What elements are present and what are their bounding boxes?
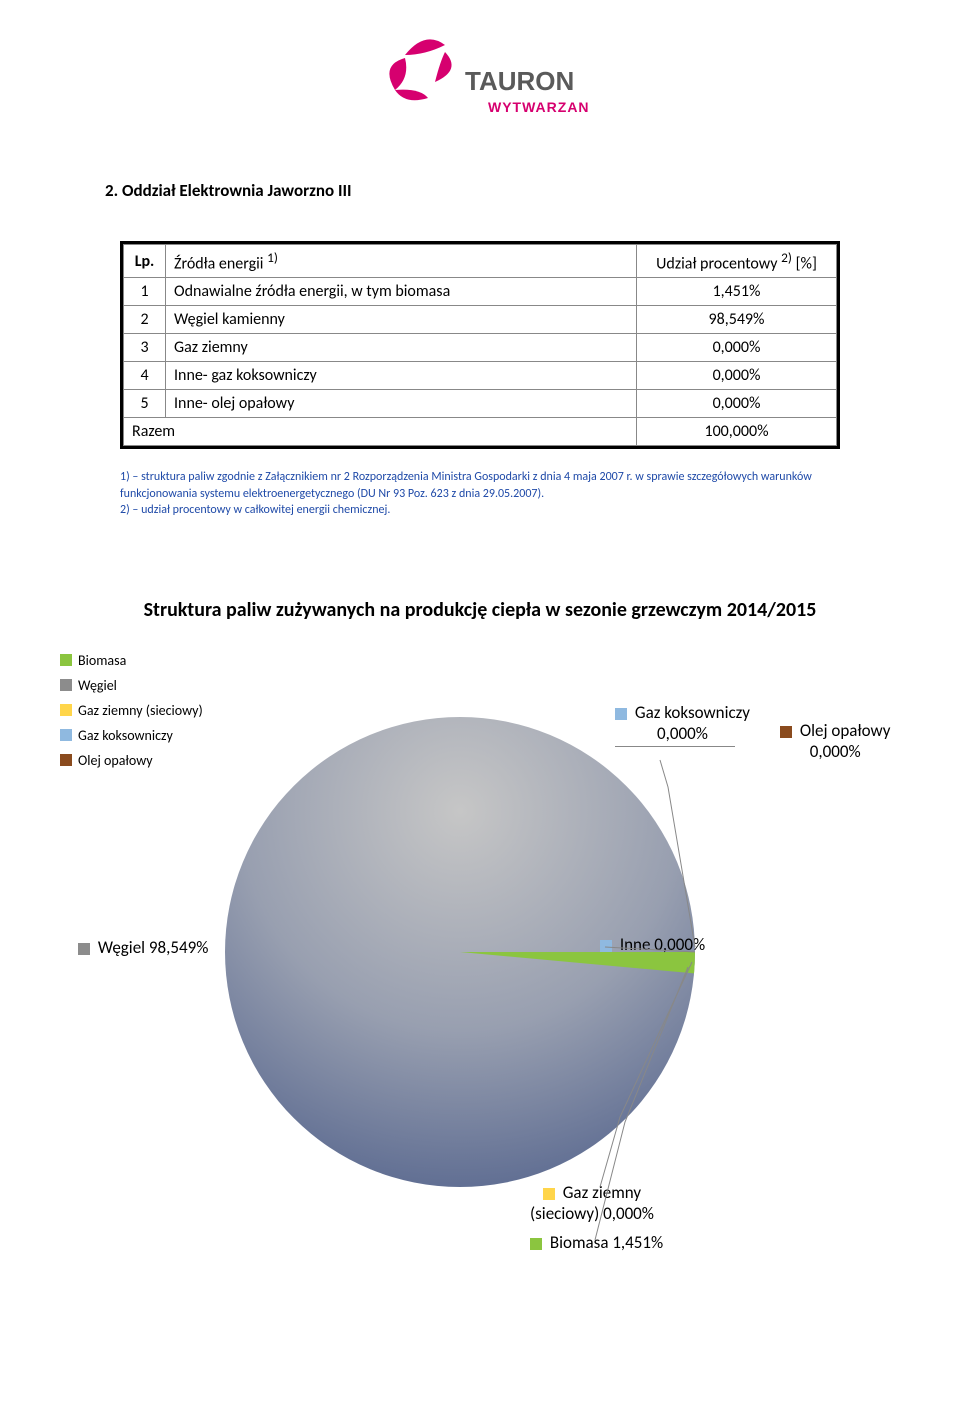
gaz-koks-icon	[615, 708, 627, 720]
cell-lp: 1	[124, 278, 166, 306]
cell-lp: 2	[124, 306, 166, 334]
inne-icon	[600, 940, 612, 952]
chart-title: Struktura paliw zużywanych na produkcję …	[100, 598, 860, 622]
cell-pct: 0,000%	[637, 362, 837, 390]
header-pct-unit: [%]	[796, 254, 817, 273]
olej-icon	[780, 726, 792, 738]
cell-src: Inne- gaz koksowniczy	[166, 362, 637, 390]
legend-label: Gaz koksowniczy	[78, 727, 173, 744]
tauron-logo: TAURON WYTWARZANIE	[370, 30, 590, 130]
cell-pct: 98,549%	[637, 306, 837, 334]
table-row: 3Gaz ziemny0,000%	[124, 334, 837, 362]
callout-biomasa: Biomasa 1,451%	[530, 1232, 663, 1253]
callout-olej: Olej opałowy 0,000%	[780, 720, 890, 762]
legend-label: Olej opałowy	[78, 752, 153, 769]
callout-inne-label: Inne 0,000%	[620, 934, 705, 955]
table-row: 5Inne- olej opałowy0,000%	[124, 390, 837, 418]
legend-swatch	[60, 704, 72, 716]
callout-wegiel-label: Węgiel 98,549%	[98, 937, 209, 958]
legend-swatch	[60, 654, 72, 666]
cell-lp: 4	[124, 362, 166, 390]
header-src: Źródła energii 1)	[166, 245, 637, 278]
cell-src: Gaz ziemny	[166, 334, 637, 362]
legend-item: Olej opałowy	[60, 752, 203, 769]
legend-item: Gaz ziemny (sieciowy)	[60, 702, 203, 719]
section-title: 2. Oddział Elektrownia Jaworzno III	[105, 180, 900, 201]
callout-inne: Inne 0,000%	[600, 934, 705, 955]
header-pct-text: Udział procentowy	[656, 254, 777, 273]
cell-total-label: Razem	[124, 418, 637, 446]
cell-pct: 0,000%	[637, 334, 837, 362]
legend-label: Gaz ziemny (sieciowy)	[78, 702, 203, 719]
callout-gaz-koks-l2: 0,000%	[615, 723, 750, 744]
legend-swatch	[60, 679, 72, 691]
callout-gaz-ziemny-l1: Gaz ziemny	[563, 1182, 641, 1203]
callout-olej-l1: Olej opałowy	[800, 720, 891, 741]
legend-item: Węgiel	[60, 677, 203, 694]
footnotes: 1) – struktura paliw zgodnie z Załącznik…	[120, 469, 840, 518]
header-lp: Lp.	[124, 245, 166, 278]
energy-table: Lp. Źródła energii 1) Udział procentowy …	[120, 241, 840, 449]
logo-wrap: TAURON WYTWARZANIE	[60, 30, 900, 130]
footnote-2: 2) – udział procentowy w całkowitej ener…	[120, 502, 840, 518]
callout-olej-l2: 0,000%	[780, 741, 890, 762]
cell-src: Odnawialne źródła energii, w tym biomasa	[166, 278, 637, 306]
legend-swatch	[60, 754, 72, 766]
legend-item: Gaz koksowniczy	[60, 727, 203, 744]
table-header-row: Lp. Źródła energii 1) Udział procentowy …	[124, 245, 837, 278]
header-pct: Udział procentowy 2) [%]	[637, 245, 837, 278]
legend-label: Węgiel	[78, 677, 117, 694]
cell-pct: 1,451%	[637, 278, 837, 306]
cell-src: Węgiel kamienny	[166, 306, 637, 334]
footnote-1: 1) – struktura paliw zgodnie z Załącznik…	[120, 469, 840, 501]
table-row: 4Inne- gaz koksowniczy0,000%	[124, 362, 837, 390]
table-row: 2Węgiel kamienny98,549%	[124, 306, 837, 334]
cell-src: Inne- olej opałowy	[166, 390, 637, 418]
table-row: 1Odnawialne źródła energii, w tym biomas…	[124, 278, 837, 306]
biomasa-icon	[530, 1238, 542, 1250]
cell-lp: 5	[124, 390, 166, 418]
legend-label: Biomasa	[78, 652, 126, 669]
header-pct-sup: 2)	[781, 249, 792, 266]
logo-svg: TAURON WYTWARZANIE	[370, 30, 590, 130]
header-src-text: Źródła energii	[174, 254, 263, 273]
callout-wegiel: Węgiel 98,549%	[78, 937, 208, 958]
cell-lp: 3	[124, 334, 166, 362]
callout-gaz-ziemny: Gaz ziemny (sieciowy) 0,000%	[530, 1182, 654, 1224]
callout-gaz-koks: Gaz koksowniczy 0,000%	[615, 702, 750, 747]
chart-legend: Biomasa Węgiel Gaz ziemny (sieciowy) Gaz ko…	[60, 652, 203, 777]
logo-main-text: TAURON	[465, 66, 574, 96]
cell-total-pct: 100,000%	[637, 418, 837, 446]
callout-gaz-koks-l1: Gaz koksowniczy	[635, 702, 750, 723]
table-row-total: Razem100,000%	[124, 418, 837, 446]
gaz-ziemny-icon	[543, 1188, 555, 1200]
chart-area: Biomasa Węgiel Gaz ziemny (sieciowy) Gaz ko…	[60, 652, 900, 1272]
legend-swatch	[60, 729, 72, 741]
callout-gaz-ziemny-l2: (sieciowy) 0,000%	[530, 1203, 654, 1224]
wegiel-icon	[78, 943, 90, 955]
cell-pct: 0,000%	[637, 390, 837, 418]
legend-item: Biomasa	[60, 652, 203, 669]
header-src-sup: 1)	[267, 249, 278, 266]
logo-sub-text: WYTWARZANIE	[488, 99, 590, 115]
callout-biomasa-label: Biomasa 1,451%	[550, 1232, 663, 1253]
